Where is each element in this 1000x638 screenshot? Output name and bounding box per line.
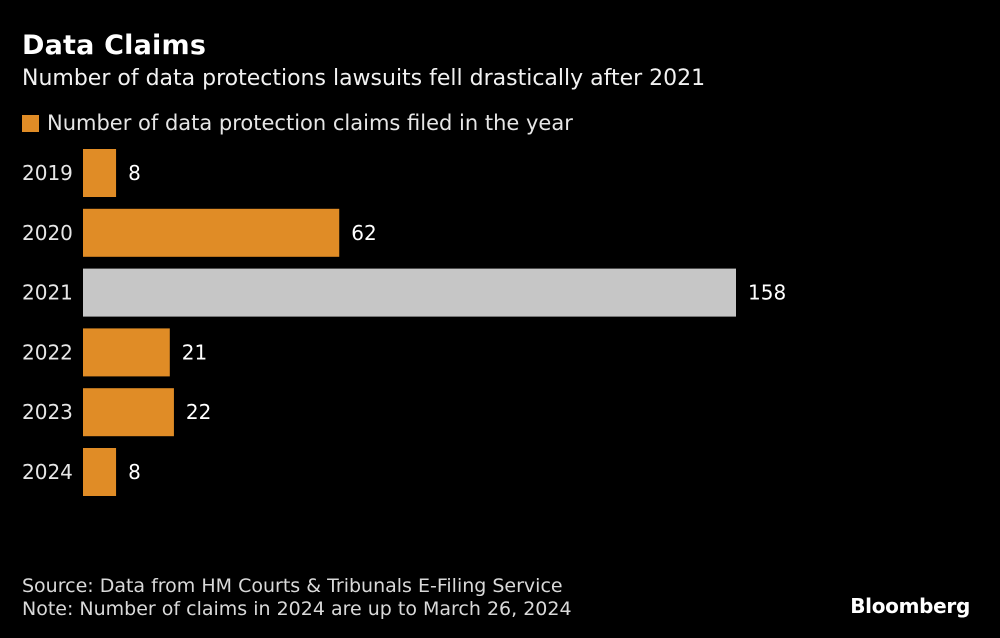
chart-subtitle: Number of data protections lawsuits fell… [22,66,706,91]
bar-2021 [83,268,736,317]
category-label-2020: 2020 [22,221,73,245]
footer-notes: Source: Data from HM Courts & Tribunals … [22,575,572,621]
category-label-2023: 2023 [22,400,73,424]
bar-2019 [83,149,117,197]
source-text: Source: Data from HM Courts & Tribunals … [22,575,563,597]
value-label-2020: 62 [351,221,376,245]
category-label-2019: 2019 [22,161,73,185]
legend-swatch [22,114,39,132]
category-label-2024: 2024 [22,460,73,484]
bar-2023 [83,388,174,437]
legend-label: Number of data protection claims filed i… [47,111,573,135]
bar-2024 [83,448,117,496]
value-label-2019: 8 [128,161,141,185]
value-label-2024: 8 [128,460,141,484]
note-text: Note: Number of claims in 2024 are up to… [22,598,572,620]
category-label-2022: 2022 [22,340,73,364]
value-label-2022: 21 [182,340,207,364]
bar-2020 [83,208,340,257]
value-label-2023: 22 [186,400,211,424]
chart-title: Data Claims [22,30,207,61]
legend: Number of data protection claims filed i… [22,111,573,135]
bar-2022 [83,328,170,377]
value-label-2021: 158 [748,281,786,305]
bar-chart: 2019 8 2020 62 2021 158 2022 21 2023 22 2024 8 [22,149,786,496]
category-label-2021: 2021 [22,281,73,305]
bloomberg-logo: Bloomberg [850,594,970,618]
